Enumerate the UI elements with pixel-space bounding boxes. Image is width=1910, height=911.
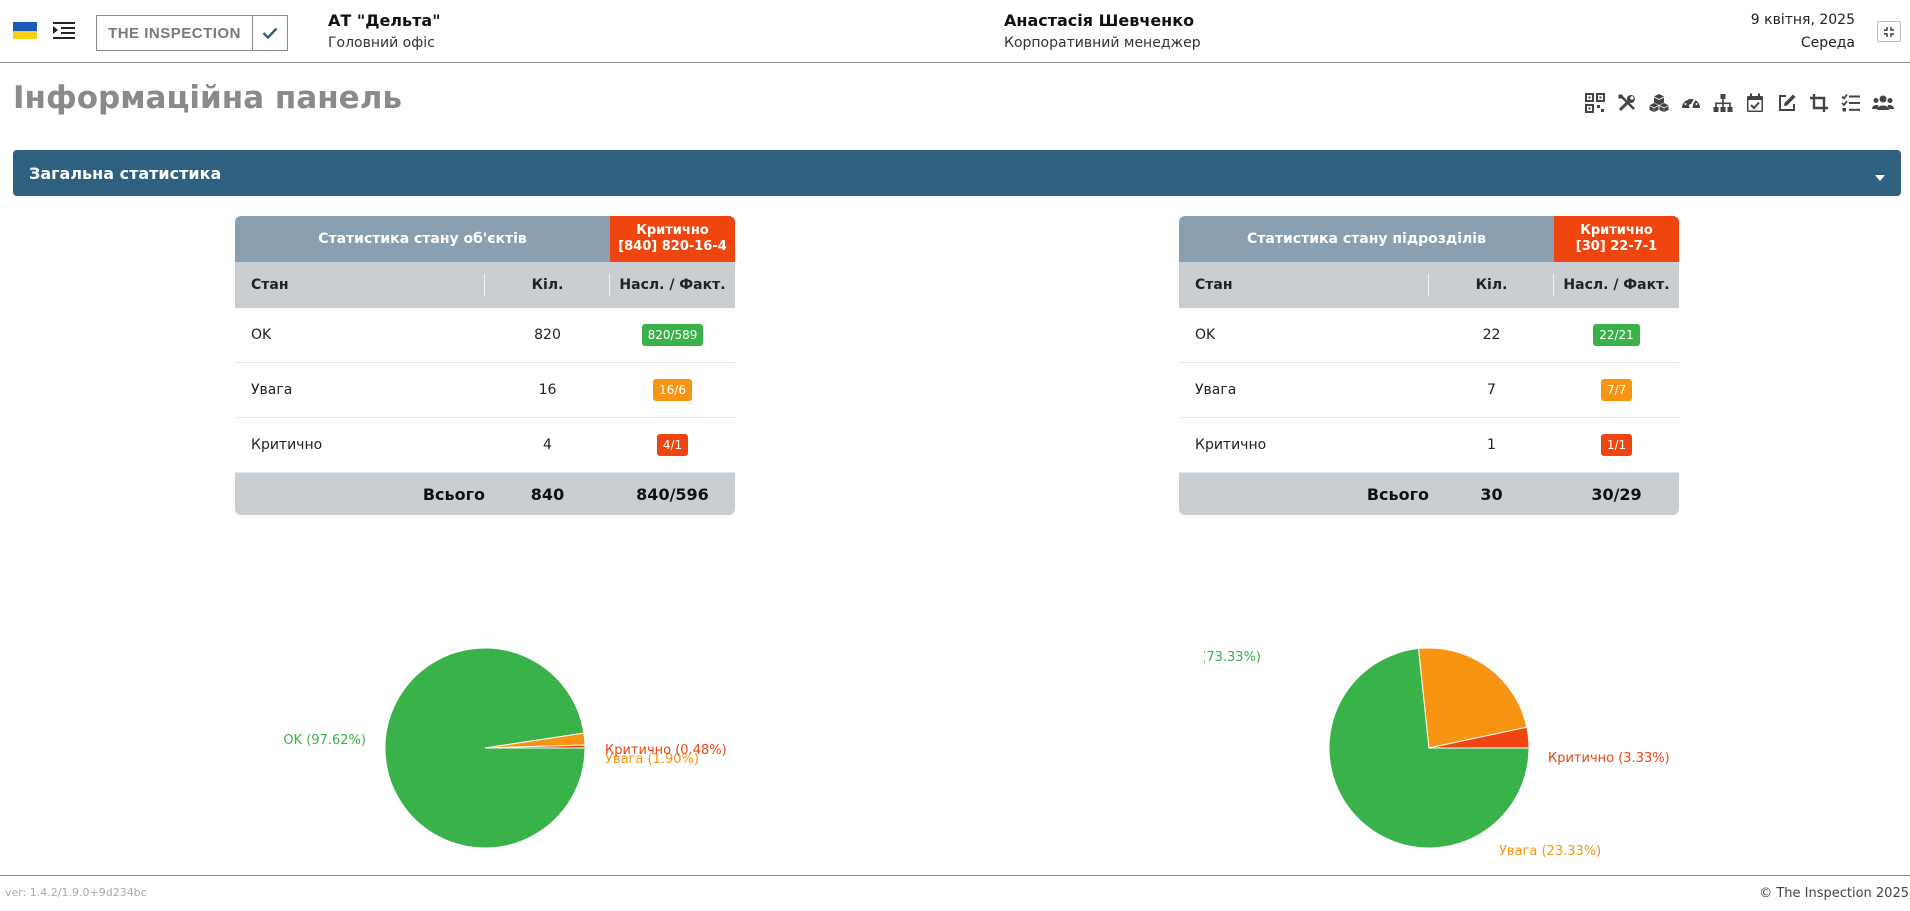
edit-icon[interactable] — [1775, 91, 1798, 114]
crop-icon[interactable] — [1807, 91, 1830, 114]
user-role: Корпоративний менеджер — [1004, 35, 1201, 51]
date-info: 9 квітня, 2025 Середа — [1751, 12, 1855, 51]
company-name: АТ "Дельта" — [328, 11, 441, 30]
critical-detail: [30] 22-7-1 — [1575, 239, 1658, 254]
count-cell: 1 — [1487, 437, 1496, 453]
state-cell: Критично — [1195, 437, 1267, 453]
card-title: Статистика стану об'єктів — [235, 216, 610, 262]
critical-label: Критично — [636, 223, 709, 238]
section-title: Загальна статистика — [29, 163, 222, 183]
footer: ver: 1.4.2/1.9.0+9d234bc © The Inspectio… — [0, 875, 1910, 911]
col-state: Стан — [1179, 262, 1429, 308]
count-cell: 820 — [534, 327, 561, 343]
table-row: OK 22 22/21 — [1179, 308, 1679, 363]
qr-code-icon[interactable] — [1583, 91, 1606, 114]
menu-toggle-icon[interactable] — [53, 20, 77, 42]
state-cell: Увага — [1195, 382, 1237, 398]
table-header: Стан Кіл. Насл. / Факт. — [235, 262, 735, 308]
checkmark-icon — [253, 16, 287, 50]
ukraine-flag-icon[interactable] — [13, 22, 37, 39]
checklist-icon[interactable] — [1839, 91, 1862, 114]
total-label: Всього — [422, 484, 485, 504]
tools-icon[interactable] — [1615, 91, 1638, 114]
total-ratio: 30/29 — [1591, 484, 1642, 504]
col-ratio: Насл. / Факт. — [619, 277, 726, 293]
cubes-icon[interactable] — [1647, 91, 1670, 114]
logo-text: THE INSPECTION — [97, 16, 253, 50]
count-cell: 4 — [543, 437, 552, 453]
units-stats-card: Статистика стану підрозділів Критично [3… — [1179, 216, 1679, 515]
state-cell: OK — [1195, 327, 1216, 343]
table-row: Критично 1 1/1 — [1179, 418, 1679, 473]
pie-label-ok: OK (97.62%) — [283, 733, 366, 748]
critical-summary: Критично [840] 820-16-4 — [610, 216, 735, 262]
pie-label-ok: OK (73.33%) — [1204, 650, 1261, 665]
card-title: Статистика стану підрозділів — [1179, 216, 1554, 262]
calendar-check-icon[interactable] — [1743, 91, 1766, 114]
ratio-badge[interactable]: 22/21 — [1593, 324, 1640, 346]
pie-label-warning: Увага (1.90%) — [605, 752, 699, 767]
table-header: Стан Кіл. Насл. / Факт. — [1179, 262, 1679, 308]
ratio-badge[interactable]: 16/6 — [653, 379, 692, 401]
copyright-text: © The Inspection 2025 — [1759, 886, 1909, 901]
count-cell: 7 — [1487, 382, 1496, 398]
total-ratio: 840/596 — [636, 484, 709, 504]
total-label: Всього — [1366, 484, 1429, 504]
gauge-icon[interactable] — [1679, 91, 1702, 114]
state-cell: OK — [251, 327, 272, 343]
ratio-badge[interactable]: 1/1 — [1600, 434, 1633, 456]
pie-slice-critical[interactable] — [484, 744, 586, 749]
critical-detail: [840] 820-16-4 — [618, 239, 727, 254]
total-count: 30 — [1480, 484, 1503, 504]
user-info: Анастасія Шевченко Корпоративний менедже… — [1004, 11, 1201, 51]
total-row: Всього 30 30/29 — [1179, 473, 1679, 515]
pie-label-critical: Критично (3.33%) — [1548, 751, 1670, 766]
version-text: ver: 1.4.2/1.9.0+9d234bc — [5, 886, 147, 899]
caret-down-icon[interactable] — [1875, 166, 1885, 185]
table-row: Увага 7 7/7 — [1179, 363, 1679, 418]
count-cell: 16 — [538, 382, 557, 398]
current-weekday: Середа — [1800, 35, 1855, 51]
fullscreen-button[interactable] — [1877, 21, 1901, 42]
company-office: Головний офіс — [328, 35, 435, 51]
critical-label: Критично — [1580, 223, 1653, 238]
count-cell: 22 — [1482, 327, 1501, 343]
current-date: 9 квітня, 2025 — [1750, 12, 1855, 28]
critical-summary: Критично [30] 22-7-1 — [1554, 216, 1679, 262]
objects-pie-chart: OK (97.62%) Увага (1.90%)Критично (0.48%) — [283, 647, 727, 849]
table-row: Критично 4 4/1 — [235, 418, 735, 473]
state-cell: Увага — [251, 382, 293, 398]
total-count: 840 — [530, 484, 565, 504]
ratio-badge[interactable]: 7/7 — [1600, 379, 1633, 401]
col-count: Кіл. — [485, 262, 610, 308]
table-row: OK 820 820/589 — [235, 308, 735, 363]
pie-slice-critical[interactable] — [1428, 726, 1530, 749]
app-logo[interactable]: THE INSPECTION — [96, 15, 288, 51]
objects-stats-card: Статистика стану об'єктів Критично [840]… — [235, 216, 735, 515]
pie-label-critical: Критично (0.48%) — [605, 743, 727, 758]
user-name: Анастасія Шевченко — [1004, 11, 1195, 30]
org-chart-icon[interactable] — [1711, 91, 1734, 114]
page-title: Інформаційна панель — [13, 80, 402, 116]
table-row: Увага 16 16/6 — [235, 363, 735, 418]
top-bar: THE INSPECTION АТ "Дельта" Головний офіс… — [0, 0, 1910, 63]
col-ratio: Насл. / Факт. — [1563, 277, 1670, 293]
compress-icon — [1884, 26, 1894, 37]
pie-slice-warning[interactable] — [1418, 647, 1528, 749]
company-info: АТ "Дельта" Головний офіс — [328, 11, 441, 51]
col-count: Кіл. — [1429, 262, 1554, 308]
total-row: Всього 840 840/596 — [235, 473, 735, 515]
pie-label-warning: Увага (23.33%) — [1499, 844, 1601, 859]
state-cell: Критично — [251, 437, 323, 453]
col-state: Стан — [235, 262, 485, 308]
quick-toolbar — [1583, 91, 1894, 114]
units-pie-chart: OK (73.33%) Увага (23.33%) Критично (3.33%… — [1204, 647, 1670, 859]
users-icon[interactable] — [1871, 91, 1894, 114]
ratio-badge[interactable]: 4/1 — [656, 434, 689, 456]
section-header-general-stats[interactable]: Загальна статистика — [13, 150, 1901, 196]
ratio-badge[interactable]: 820/589 — [641, 324, 704, 346]
